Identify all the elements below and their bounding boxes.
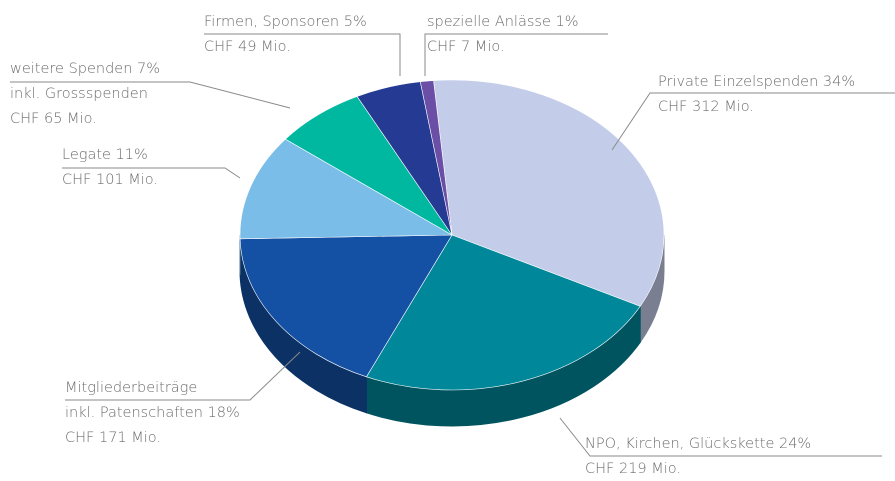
slice-label: CHF 219 Mio. bbox=[585, 461, 681, 477]
pie-tops bbox=[239, 79, 665, 391]
slice-label: Private Einzelspenden 34% bbox=[658, 74, 855, 90]
leader-line bbox=[559, 417, 882, 457]
slice-label: CHF 7 Mio. bbox=[427, 39, 505, 55]
leader-line bbox=[62, 167, 241, 179]
slice-label: Mitgliederbeiträge bbox=[65, 380, 197, 396]
leader-line bbox=[10, 81, 291, 109]
leader-line bbox=[611, 92, 895, 151]
slice-label: CHF 312 Mio. bbox=[658, 99, 754, 115]
slice-label: Legate 11% bbox=[62, 147, 148, 163]
slice-label: CHF 49 Mio. bbox=[204, 39, 291, 55]
slice-label: weitere Spenden 7% bbox=[10, 61, 160, 77]
slice-label: CHF 65 Mio. bbox=[10, 111, 97, 127]
slice-label: CHF 171 Mio. bbox=[65, 430, 161, 446]
pie-slice bbox=[239, 138, 454, 240]
leader-line bbox=[65, 351, 301, 401]
slice-label: spezielle Anlässe 1% bbox=[427, 14, 579, 30]
leader-line bbox=[424, 33, 608, 76]
slice-label: inkl. Grossspenden bbox=[10, 86, 148, 102]
slice-label: NPO, Kirchen, Glückskette 24% bbox=[585, 436, 811, 452]
leader-line bbox=[204, 33, 401, 76]
slice-label: inkl. Patenschaften 18% bbox=[65, 405, 240, 421]
pie-slice bbox=[239, 234, 453, 378]
slice-label: Firmen, Sponsoren 5% bbox=[204, 14, 367, 30]
slice-label: CHF 101 Mio. bbox=[62, 172, 158, 188]
pie-slice bbox=[419, 80, 453, 236]
pie-slice bbox=[365, 234, 641, 391]
